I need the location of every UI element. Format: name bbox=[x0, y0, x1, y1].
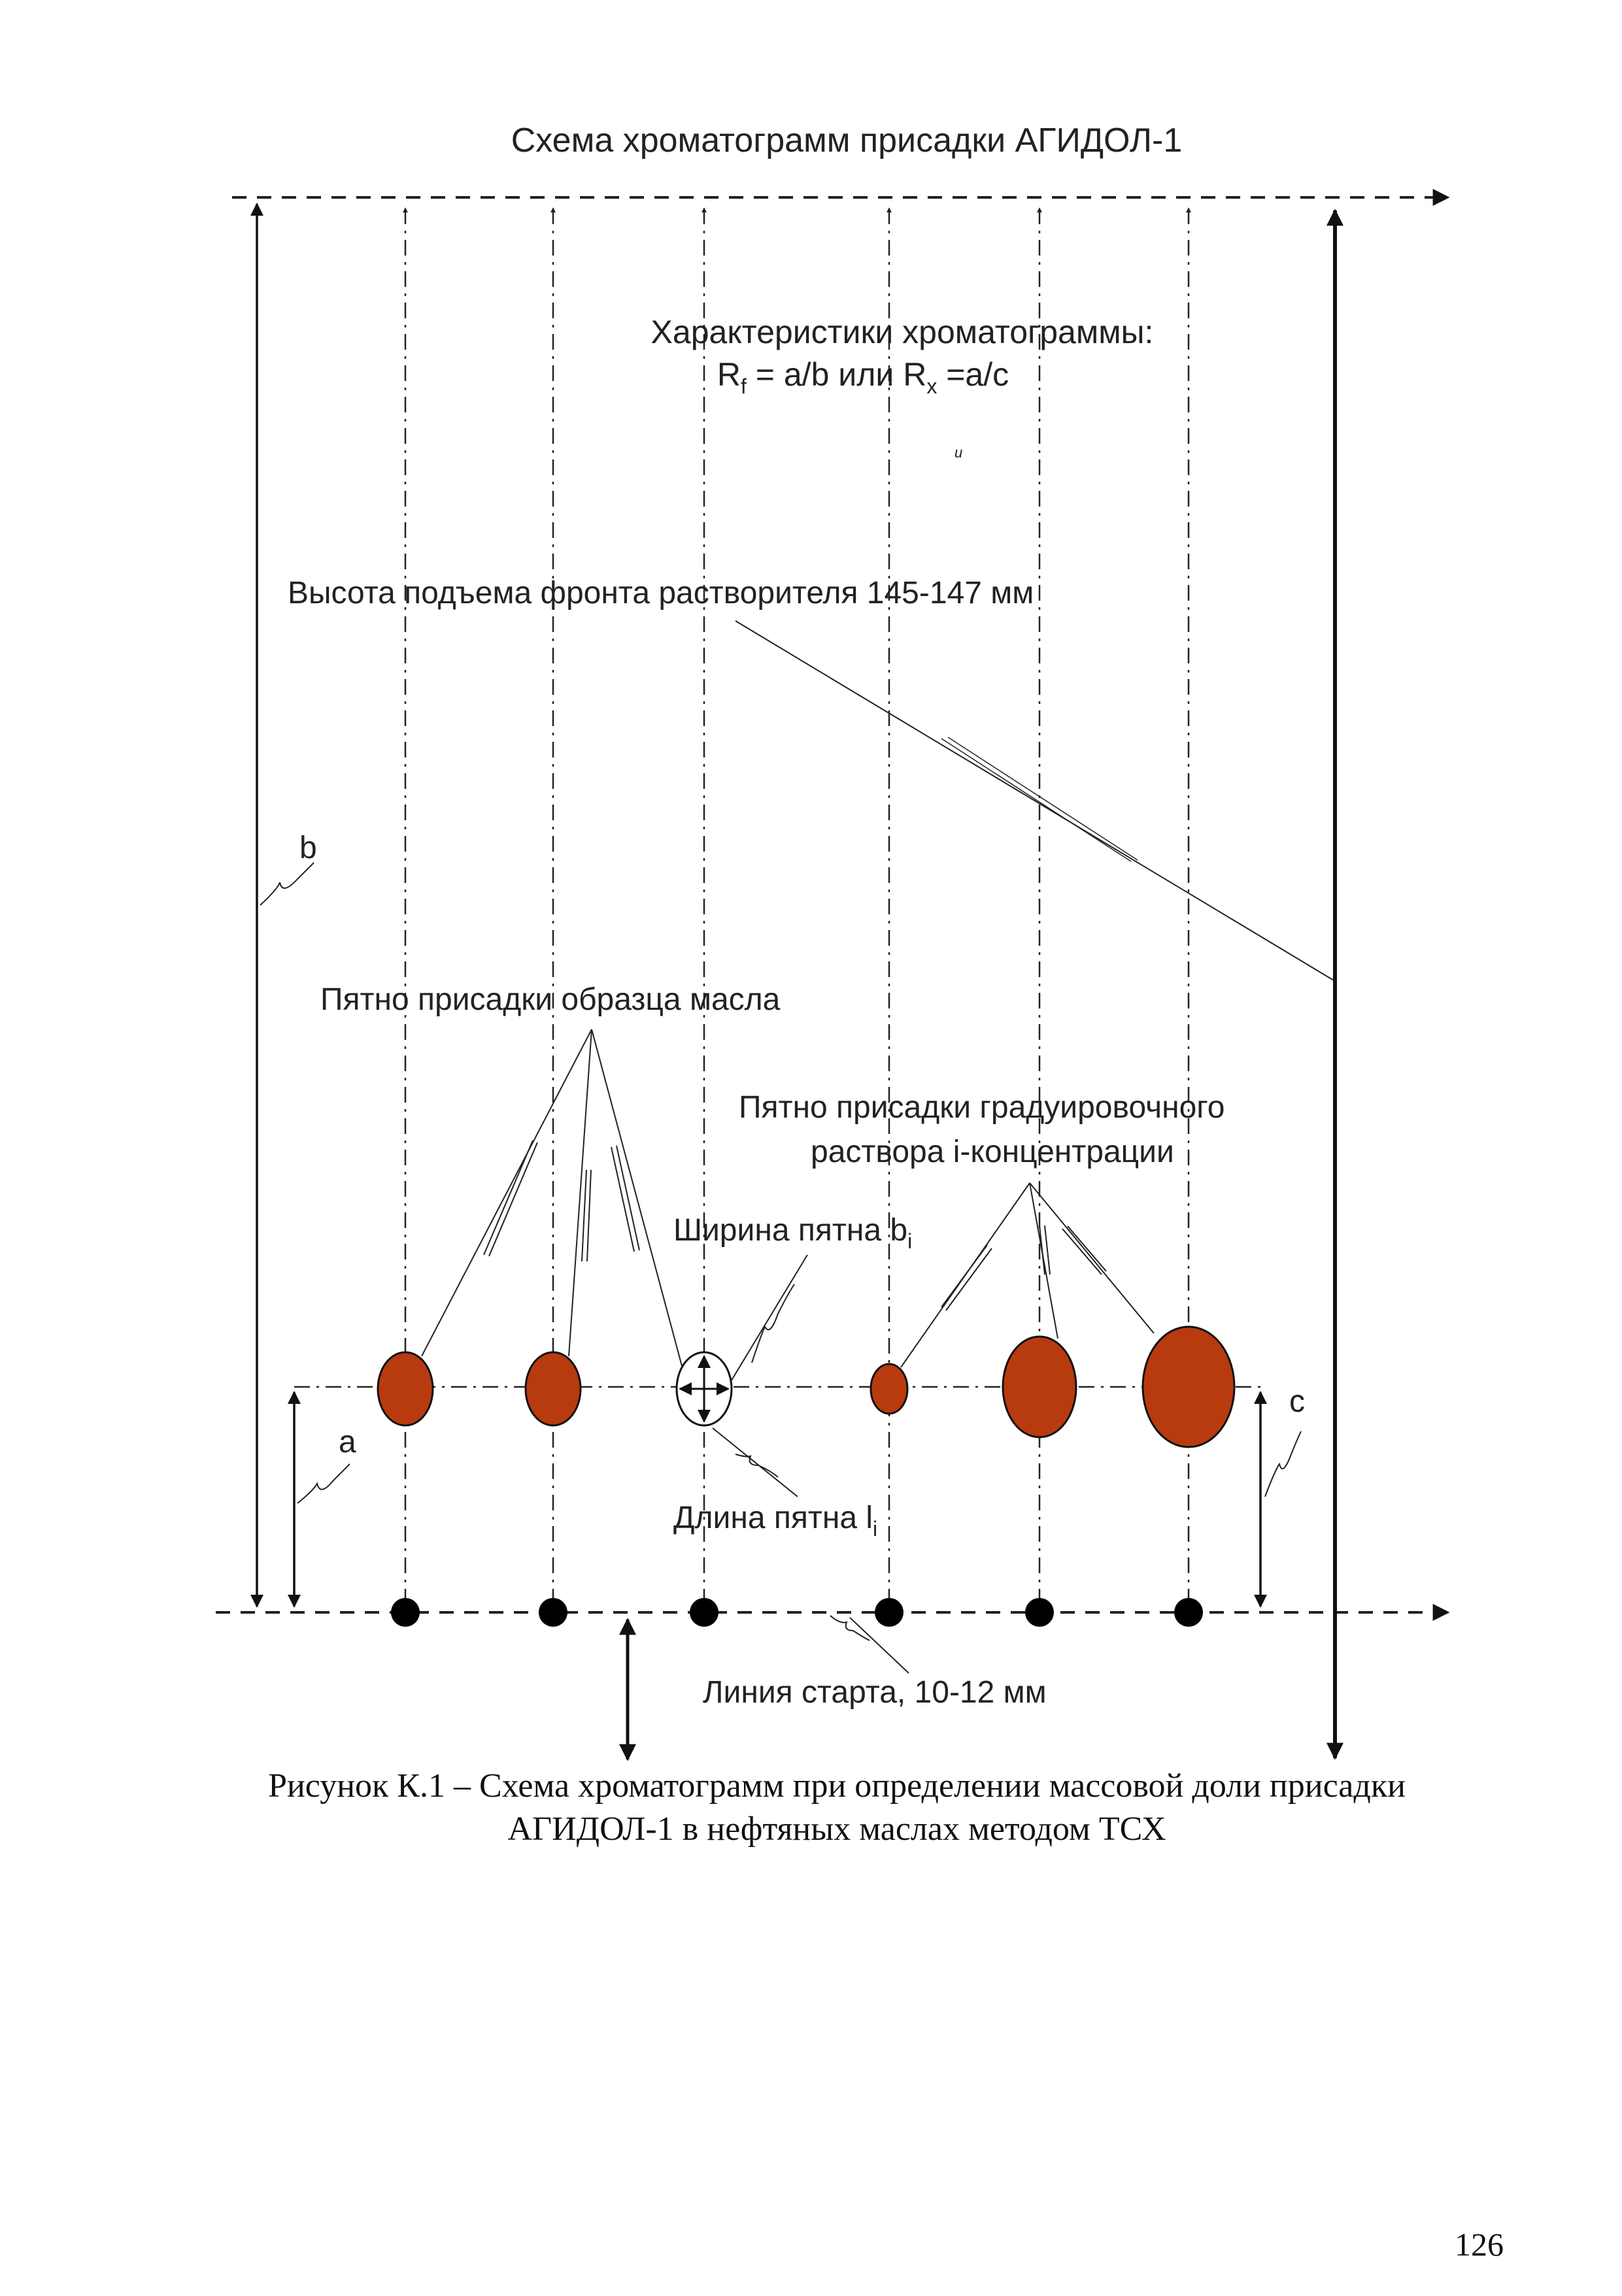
break-mark bbox=[581, 1169, 592, 1262]
break-mark bbox=[735, 1454, 779, 1478]
calibration-spot-medium bbox=[1002, 1335, 1077, 1439]
label-a: a bbox=[339, 1425, 356, 1459]
spot-width-base: Ширина пятна b bbox=[673, 1213, 907, 1248]
label-c: c bbox=[1289, 1384, 1305, 1419]
break-mark bbox=[483, 1140, 538, 1257]
figure-caption: Рисунок К.1 – Схема хроматограмм при опр… bbox=[131, 1765, 1543, 1851]
stray-mark: и bbox=[955, 444, 962, 461]
oil-sample-spot bbox=[524, 1351, 582, 1427]
caption-line1: Рисунок К.1 – Схема хроматограмм при опр… bbox=[268, 1767, 1406, 1805]
formula-rf-sub: f bbox=[741, 374, 747, 398]
formula-rf-base: R bbox=[717, 356, 741, 393]
start-line-label: Линия старта, 10-12 мм bbox=[703, 1675, 1047, 1710]
spot-length-base: Длина пятна l bbox=[673, 1501, 873, 1535]
start-point bbox=[1025, 1598, 1054, 1627]
diagram-title: Схема хроматограмм присадки АГИДОЛ-1 bbox=[511, 122, 1183, 159]
start-point bbox=[1174, 1598, 1203, 1627]
start-point bbox=[875, 1598, 904, 1627]
oil-sample-leaders bbox=[421, 1029, 683, 1367]
chromatogram-formula: Rf = a/b или Rx =a/c bbox=[717, 356, 1009, 398]
solvent-front-leader bbox=[735, 620, 1334, 981]
break-mark bbox=[1062, 1225, 1107, 1275]
leader-line bbox=[712, 1427, 798, 1497]
formula-rx-tail: =a/c bbox=[937, 356, 1009, 393]
start-point bbox=[690, 1598, 718, 1627]
calibration-label-line2: раствора i-концентрации bbox=[811, 1135, 1174, 1169]
characteristics-heading: Характеристики хроматограммы: bbox=[651, 314, 1154, 350]
break-mark bbox=[751, 1284, 795, 1363]
leader-line bbox=[568, 1029, 592, 1357]
break-mark-b bbox=[260, 862, 314, 906]
caption-line2: АГИДОЛ-1 в нефтяных маслах методом ТСХ bbox=[507, 1810, 1166, 1848]
start-points bbox=[391, 1598, 1203, 1627]
spot-length-leader bbox=[712, 1427, 798, 1497]
oil-sample-spot-label: Пятно присадки образца масла bbox=[320, 982, 781, 1017]
break-mark bbox=[830, 1615, 870, 1641]
spot-width-leader bbox=[730, 1254, 808, 1383]
calibration-spot-large bbox=[1141, 1325, 1236, 1448]
start-line-leader bbox=[830, 1615, 909, 1674]
break-mark-front bbox=[941, 737, 1138, 862]
break-mark-a bbox=[297, 1463, 350, 1504]
calibration-spot-small bbox=[870, 1363, 909, 1415]
leader-line bbox=[730, 1254, 808, 1383]
calibration-label-line1: Пятно присадки градуировочного bbox=[739, 1090, 1225, 1125]
formula-mid: = a/b или R bbox=[747, 356, 926, 393]
break-mark bbox=[1039, 1225, 1051, 1275]
break-mark bbox=[611, 1145, 640, 1252]
spot-width-sub: i bbox=[907, 1229, 912, 1253]
spot-length-label: Длина пятна li bbox=[673, 1501, 877, 1540]
page-number: 126 bbox=[1455, 2226, 1504, 2263]
start-point bbox=[391, 1598, 420, 1627]
leader-line bbox=[849, 1617, 909, 1674]
spot-width-label: Ширина пятна bi bbox=[673, 1213, 912, 1253]
label-b: b bbox=[299, 831, 317, 865]
calibration-leaders bbox=[900, 1182, 1155, 1368]
leader-line bbox=[591, 1029, 683, 1367]
oil-sample-spot bbox=[377, 1351, 434, 1427]
formula-rx-sub: x bbox=[926, 374, 937, 398]
spot-length-sub: i bbox=[873, 1517, 877, 1540]
break-mark-c bbox=[1264, 1431, 1302, 1497]
leader-line bbox=[1029, 1182, 1155, 1334]
start-point bbox=[539, 1598, 567, 1627]
leader-line bbox=[421, 1029, 592, 1357]
solvent-front-label: Высота подъема фронта растворителя 145-1… bbox=[288, 576, 1034, 610]
break-mark bbox=[941, 1244, 992, 1311]
